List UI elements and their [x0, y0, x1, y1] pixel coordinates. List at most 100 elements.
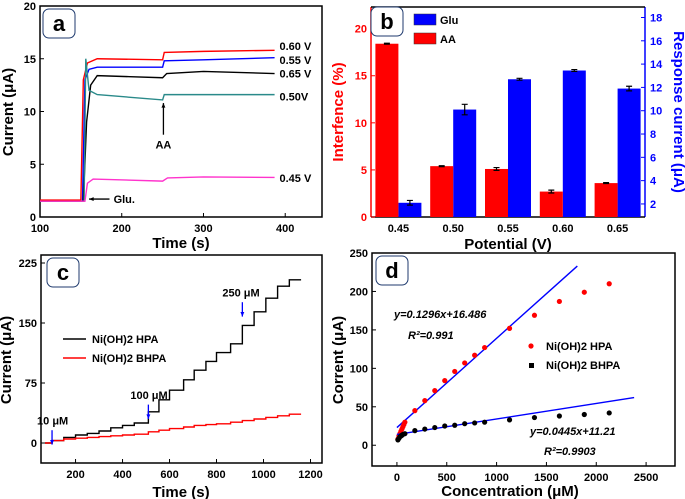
- panel-a-series-label: 0.55 V: [279, 55, 311, 67]
- panel-d-data-point: [402, 431, 408, 437]
- panel-d-data-point: [442, 378, 448, 384]
- panel-b-letter: b: [380, 9, 393, 34]
- panel-a-xtick-label: 400: [276, 223, 294, 235]
- panel-c-xtick-label: 400: [113, 469, 131, 481]
- panel-b-right-ytick-label: 12: [650, 82, 662, 94]
- panel-b-error-bar: [383, 42, 390, 45]
- panel-b-legend-label: Glu: [440, 15, 458, 27]
- panel-d-data-point: [452, 368, 458, 375]
- panel-d-xtick-label: 2000: [584, 472, 608, 484]
- panel-b-legend-swatch: [413, 32, 437, 45]
- panel-c-ylabel: Current (μA): [0, 316, 15, 404]
- panel-b-left-ytick-label: 0: [361, 212, 367, 224]
- panel-b-xtick-label: 0.55: [497, 223, 518, 235]
- panel-a-series-line: [40, 70, 275, 202]
- panel-d-xtick-label: 0: [394, 472, 400, 484]
- panel-d-data-point: [482, 344, 488, 351]
- panel-b-error-bar: [493, 166, 500, 171]
- panel-c-legend-label: Ni(OH)2 BHPA: [92, 353, 166, 365]
- panel-c-arrow-head: [50, 439, 54, 445]
- panel-d-ytick-label: 0: [362, 440, 368, 452]
- panel-d-data-point: [402, 419, 408, 425]
- panel-d-data-point: [442, 423, 448, 429]
- panel-d-data-point: [472, 420, 478, 426]
- panel-c-xtick-label: 1200: [298, 469, 322, 481]
- panel-a-series-line: [40, 176, 275, 202]
- panel-a-letter: a: [53, 11, 66, 36]
- panel-d-xtick-label: 500: [438, 472, 456, 484]
- panel-b-ylabel-right: Response current (μA): [670, 31, 685, 193]
- panel-d-fit-equation: y=0.1296x+16.486: [393, 309, 487, 321]
- panel-d-frame: [371, 252, 676, 467]
- panel-d-legend-marker: [528, 343, 534, 349]
- panel-b-bar-glu: [508, 79, 531, 217]
- panel-a-series-label: 0.65 V: [279, 69, 311, 81]
- panel-d-xtick-label: 1000: [484, 472, 508, 484]
- panel-a-series-label: 0.50V: [279, 92, 308, 104]
- panel-d-legend-label: Ni(OH)2 HPA: [546, 341, 612, 353]
- panel-d-ylabel: Corrent (μA): [330, 316, 347, 404]
- panel-c-ytick-label: 225: [19, 258, 37, 270]
- panel-b-bar-aa: [485, 168, 508, 217]
- panel-c-badge: [46, 257, 80, 288]
- panel-a-xlabel: Time (s): [152, 235, 209, 252]
- panel-d-data-point: [452, 422, 458, 428]
- panel-b-left-ytick-label: 15: [355, 71, 367, 83]
- panel-d-data-point: [422, 426, 428, 432]
- panel-d-data-point: [482, 419, 488, 425]
- panel-d-badge: [375, 255, 409, 286]
- panel-b-right-ytick-label: 16: [650, 36, 662, 48]
- panel-a-glu-arrow-head: [89, 197, 94, 202]
- panel-b-error-bar: [438, 165, 445, 168]
- panel-a-series-label: 0.45 V: [279, 173, 311, 185]
- panel-c-legend-label: Ni(OH)2 HPA: [92, 334, 158, 346]
- panel-d-fit-equation: y=0.0445x+11.21: [529, 426, 615, 438]
- panel-d-data-point: [472, 352, 478, 358]
- panel-a-aa-label: AA: [155, 139, 171, 151]
- panel-a-badge: [42, 8, 76, 39]
- panel-d-fit-r2: R²=0.9903: [544, 446, 596, 458]
- panel-c-xlabel: Time (s): [152, 484, 209, 499]
- panel-b-xtick-label: 0.65: [607, 223, 628, 235]
- panel-b-right-ytick-label: 8: [650, 129, 656, 141]
- panel-d-data-point: [422, 398, 428, 404]
- panel-b-error-bar: [548, 189, 555, 194]
- panel-d-ytick-label: 100: [350, 363, 368, 375]
- panel-b-xtick-label: 0.50: [442, 223, 463, 235]
- panel-b-bar-aa: [594, 183, 618, 217]
- panel-d-data-point: [412, 408, 418, 414]
- panel-b-error-bar: [626, 85, 633, 92]
- panel-a-ytick-label: 5: [30, 159, 36, 171]
- panel-a-glu-label: Glu.: [114, 194, 135, 206]
- panel-b-xlabel: Potential (V): [464, 236, 552, 253]
- panel-a-series-line: [40, 58, 275, 202]
- panel-a-series-line: [40, 49, 275, 201]
- panel-d-data-point: [506, 417, 513, 423]
- panel-b-error-bar: [406, 199, 413, 206]
- panel-d-xtick-label: 1500: [534, 472, 558, 484]
- panel-a-xtick-label: 200: [113, 223, 131, 235]
- panel-d-data-point: [556, 298, 562, 305]
- panel-d-ytick-label: 200: [350, 286, 368, 298]
- panel-d-data-point: [581, 411, 587, 418]
- panel-b-bar-glu: [562, 70, 586, 218]
- panel-c-annotation: 250 μM: [222, 288, 259, 300]
- panel-b-xtick-label: 0.60: [552, 223, 573, 235]
- panel-b-bar-glu: [453, 109, 477, 217]
- panel-b-right-ytick-label: 6: [650, 152, 656, 164]
- panel-c-series-line: [44, 413, 302, 444]
- panel-d-xlabel: Concentration (μM): [441, 483, 579, 499]
- panel-d-ytick-label: 150: [350, 325, 368, 337]
- panel-d-fit-r2: R²=0.991: [408, 330, 454, 342]
- panel-a-ylabel: Current (μA): [0, 68, 17, 156]
- panel-d-data-point: [506, 325, 513, 331]
- panel-d-ytick-label: 50: [356, 402, 368, 414]
- panel-b-right-ytick-label: 2: [650, 199, 656, 211]
- panel-b-bar-aa: [430, 166, 454, 217]
- panel-d-legend-label: Ni(OH)2 BHPA: [546, 360, 620, 372]
- panel-d-data-point: [412, 428, 418, 434]
- panel-c-arrow-head: [240, 311, 245, 317]
- panel-d-data-point: [531, 414, 538, 421]
- panel-d-legend-marker: [529, 363, 534, 368]
